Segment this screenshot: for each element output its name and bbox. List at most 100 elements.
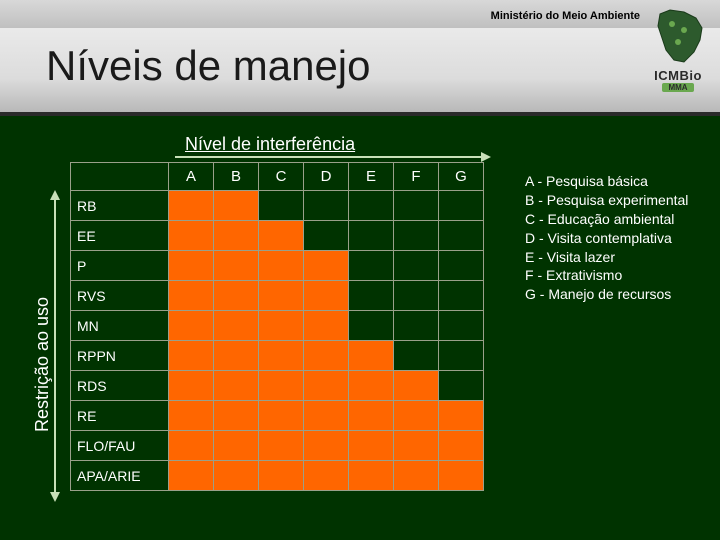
matrix-cell xyxy=(259,431,304,461)
matrix-cell xyxy=(439,461,484,491)
matrix-cell xyxy=(214,221,259,251)
matrix-cell xyxy=(214,371,259,401)
row-head: FLO/FAU xyxy=(71,431,169,461)
matrix-cell xyxy=(304,221,349,251)
matrix-cell xyxy=(394,431,439,461)
title-band: Níveis de manejo xyxy=(0,28,720,116)
matrix-cell xyxy=(304,341,349,371)
row-head: MN xyxy=(71,311,169,341)
matrix-cell xyxy=(394,191,439,221)
matrix-cell xyxy=(169,461,214,491)
matrix-cell xyxy=(304,401,349,431)
matrix-cell xyxy=(169,401,214,431)
row-head: APA/ARIE xyxy=(71,461,169,491)
matrix-cell xyxy=(169,191,214,221)
col-head-d: D xyxy=(304,163,349,191)
matrix-cell xyxy=(169,341,214,371)
legend-item: G - Manejo de recursos xyxy=(525,285,720,304)
matrix-cell xyxy=(349,341,394,371)
col-head-f: F xyxy=(394,163,439,191)
x-axis-arrow xyxy=(175,156,483,158)
col-head-e: E xyxy=(349,163,394,191)
header: Ministério do Meio Ambiente Níveis de ma… xyxy=(0,0,720,122)
matrix-cell xyxy=(259,401,304,431)
col-head-a: A xyxy=(169,163,214,191)
legend-item: E - Visita lazer xyxy=(525,248,720,267)
legend-item: C - Educação ambiental xyxy=(525,210,720,229)
matrix-cell xyxy=(349,251,394,281)
matrix-cell xyxy=(169,251,214,281)
logo-subtext: MMA xyxy=(662,83,693,92)
col-head-g: G xyxy=(439,163,484,191)
logo: ICMBio MMA xyxy=(642,6,714,114)
chart-title: Nível de interferência xyxy=(185,134,355,155)
row-head: P xyxy=(71,251,169,281)
matrix-cell xyxy=(169,281,214,311)
matrix-cell xyxy=(349,311,394,341)
matrix-cell xyxy=(214,431,259,461)
matrix-cell xyxy=(214,251,259,281)
legend-item: F - Extrativismo xyxy=(525,266,720,285)
matrix-cell xyxy=(259,371,304,401)
legend-item: D - Visita contemplativa xyxy=(525,229,720,248)
matrix-cell xyxy=(394,251,439,281)
matrix-cell xyxy=(439,431,484,461)
matrix-cell xyxy=(349,401,394,431)
row-head: RVS xyxy=(71,281,169,311)
matrix-corner xyxy=(71,163,169,191)
matrix-cell xyxy=(349,281,394,311)
matrix-cell xyxy=(259,221,304,251)
y-axis-arrow xyxy=(54,198,56,494)
legend-item: B - Pesquisa experimental xyxy=(525,191,720,210)
matrix-table: ABCDEFGRBEEPRVSMNRPPNRDSREFLO/FAUAPA/ARI… xyxy=(70,162,484,491)
row-head: RDS xyxy=(71,371,169,401)
row-head: RPPN xyxy=(71,341,169,371)
matrix-cell xyxy=(169,431,214,461)
matrix-cell xyxy=(439,191,484,221)
row-head: RB xyxy=(71,191,169,221)
col-head-c: C xyxy=(259,163,304,191)
col-head-b: B xyxy=(214,163,259,191)
ministry-label: Ministério do Meio Ambiente xyxy=(491,10,640,22)
matrix-cell xyxy=(439,401,484,431)
matrix-cell xyxy=(394,281,439,311)
row-head: EE xyxy=(71,221,169,251)
matrix-cell xyxy=(349,371,394,401)
matrix-cell xyxy=(349,191,394,221)
matrix-cell xyxy=(304,461,349,491)
matrix-cell xyxy=(169,221,214,251)
matrix-cell xyxy=(394,461,439,491)
matrix-cell xyxy=(259,341,304,371)
matrix-cell xyxy=(394,311,439,341)
matrix-cell xyxy=(304,431,349,461)
matrix-cell xyxy=(394,371,439,401)
matrix-cell xyxy=(304,311,349,341)
legend: A - Pesquisa básicaB - Pesquisa experime… xyxy=(525,172,720,304)
page-title: Níveis de manejo xyxy=(46,42,371,90)
matrix-cell xyxy=(349,431,394,461)
matrix-cell xyxy=(349,461,394,491)
matrix-cell xyxy=(349,221,394,251)
matrix-cell xyxy=(439,311,484,341)
matrix-cell xyxy=(259,251,304,281)
matrix-cell xyxy=(259,461,304,491)
matrix-cell xyxy=(304,281,349,311)
matrix-cell xyxy=(214,401,259,431)
matrix-cell xyxy=(394,401,439,431)
matrix-cell xyxy=(214,281,259,311)
matrix-cell xyxy=(439,371,484,401)
matrix-cell xyxy=(169,371,214,401)
matrix-cell xyxy=(259,281,304,311)
matrix-cell xyxy=(304,251,349,281)
matrix-cell xyxy=(304,191,349,221)
matrix-cell xyxy=(259,191,304,221)
brazil-map-icon xyxy=(650,6,706,66)
legend-item: A - Pesquisa básica xyxy=(525,172,720,191)
matrix-cell xyxy=(439,251,484,281)
matrix-cell xyxy=(439,341,484,371)
matrix-cell xyxy=(439,281,484,311)
matrix-cell xyxy=(394,341,439,371)
matrix-cell xyxy=(259,311,304,341)
y-axis-label: Restrição ao uso xyxy=(32,297,53,432)
content-area: Nível de interferência Restrição ao uso … xyxy=(0,122,720,540)
